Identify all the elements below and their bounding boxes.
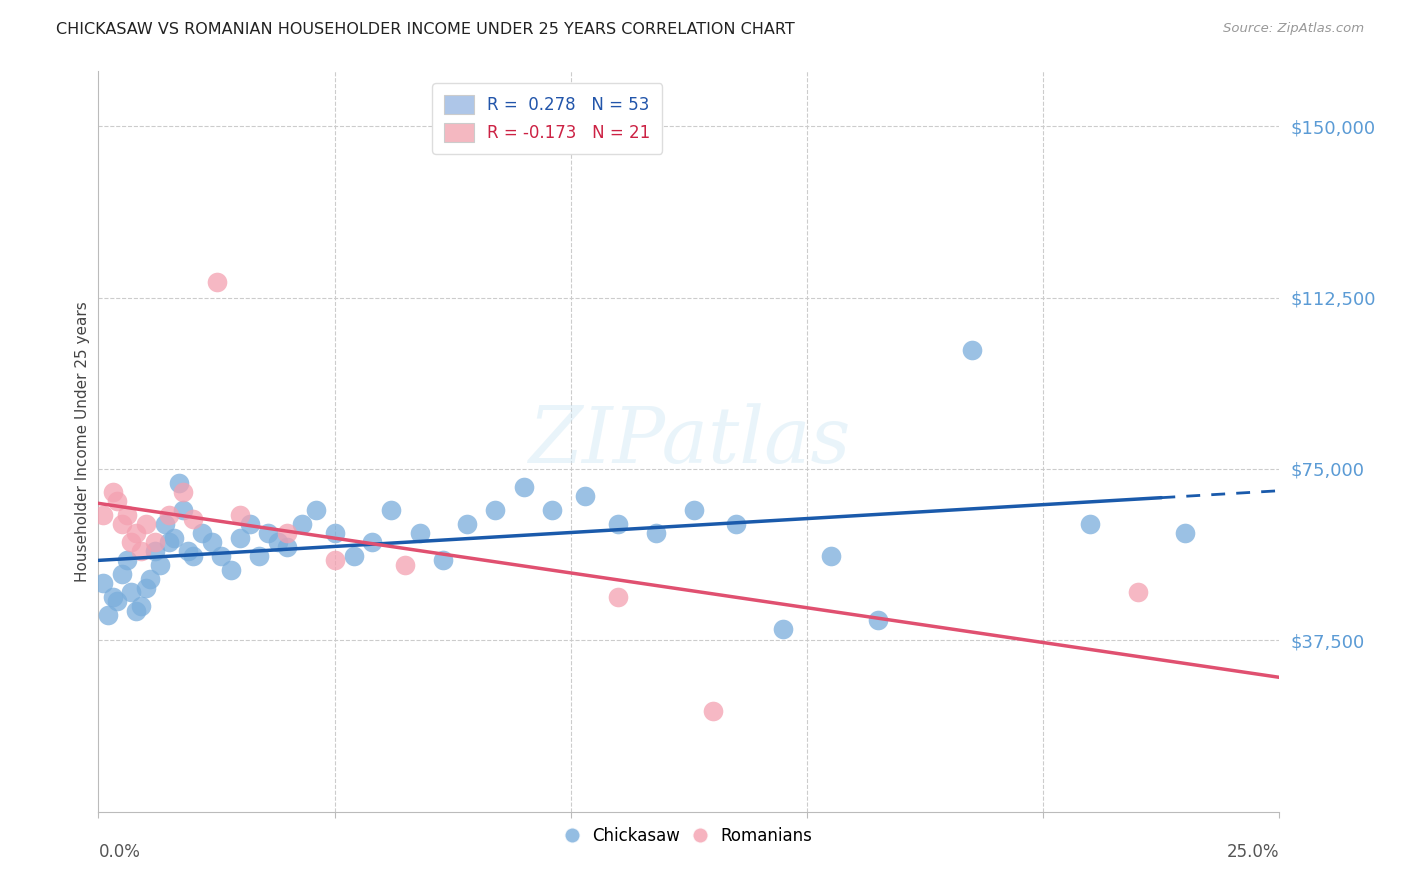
Point xyxy=(229,508,252,522)
Point xyxy=(181,512,204,526)
Point xyxy=(820,549,842,563)
Point xyxy=(129,599,152,613)
Point xyxy=(97,608,120,623)
Point xyxy=(305,503,328,517)
Point xyxy=(201,535,224,549)
Point xyxy=(432,553,454,567)
Point xyxy=(866,613,889,627)
Point xyxy=(111,567,134,582)
Point xyxy=(101,590,124,604)
Point xyxy=(91,508,114,522)
Text: ZIPatlas: ZIPatlas xyxy=(527,403,851,480)
Point xyxy=(512,480,534,494)
Point xyxy=(191,525,214,540)
Point xyxy=(135,581,157,595)
Point xyxy=(163,531,186,545)
Point xyxy=(115,553,138,567)
Point xyxy=(772,622,794,636)
Point xyxy=(125,604,148,618)
Point xyxy=(139,572,162,586)
Point xyxy=(644,525,666,540)
Point xyxy=(157,508,180,522)
Point xyxy=(323,525,346,540)
Point xyxy=(394,558,416,572)
Point xyxy=(143,544,166,558)
Point xyxy=(219,562,242,576)
Point xyxy=(143,535,166,549)
Point xyxy=(607,590,630,604)
Text: 25.0%: 25.0% xyxy=(1227,843,1279,861)
Point xyxy=(172,484,194,499)
Point xyxy=(239,516,262,531)
Point xyxy=(172,503,194,517)
Point xyxy=(276,540,298,554)
Point xyxy=(607,516,630,531)
Point xyxy=(115,508,138,522)
Text: 0.0%: 0.0% xyxy=(98,843,141,861)
Point xyxy=(121,585,143,599)
Y-axis label: Householder Income Under 25 years: Householder Income Under 25 years xyxy=(75,301,90,582)
Point xyxy=(121,535,143,549)
Point xyxy=(484,503,506,517)
Point xyxy=(205,275,228,289)
Point xyxy=(91,576,114,591)
Point xyxy=(456,516,478,531)
Point xyxy=(101,484,124,499)
Point xyxy=(209,549,232,563)
Point xyxy=(342,549,364,563)
Point xyxy=(247,549,270,563)
Point xyxy=(725,516,748,531)
Point xyxy=(1174,525,1197,540)
Point xyxy=(177,544,200,558)
Text: CHICKASAW VS ROMANIAN HOUSEHOLDER INCOME UNDER 25 YEARS CORRELATION CHART: CHICKASAW VS ROMANIAN HOUSEHOLDER INCOME… xyxy=(56,22,794,37)
Point xyxy=(574,489,596,503)
Text: Source: ZipAtlas.com: Source: ZipAtlas.com xyxy=(1223,22,1364,36)
Point xyxy=(276,525,298,540)
Point xyxy=(682,503,704,517)
Point xyxy=(105,594,128,608)
Point xyxy=(323,553,346,567)
Legend: Chickasaw, Romanians: Chickasaw, Romanians xyxy=(560,820,818,852)
Point xyxy=(181,549,204,563)
Point xyxy=(1126,585,1149,599)
Point xyxy=(105,494,128,508)
Point xyxy=(1080,516,1102,531)
Point xyxy=(129,544,152,558)
Point xyxy=(149,558,172,572)
Point xyxy=(229,531,252,545)
Point xyxy=(702,704,724,718)
Point xyxy=(111,516,134,531)
Point xyxy=(157,535,180,549)
Point xyxy=(267,535,290,549)
Point xyxy=(135,516,157,531)
Point xyxy=(167,475,190,490)
Point xyxy=(153,516,176,531)
Point xyxy=(290,516,312,531)
Point xyxy=(361,535,384,549)
Point xyxy=(125,525,148,540)
Point xyxy=(408,525,430,540)
Point xyxy=(962,343,984,358)
Point xyxy=(541,503,564,517)
Point xyxy=(257,525,280,540)
Point xyxy=(380,503,402,517)
